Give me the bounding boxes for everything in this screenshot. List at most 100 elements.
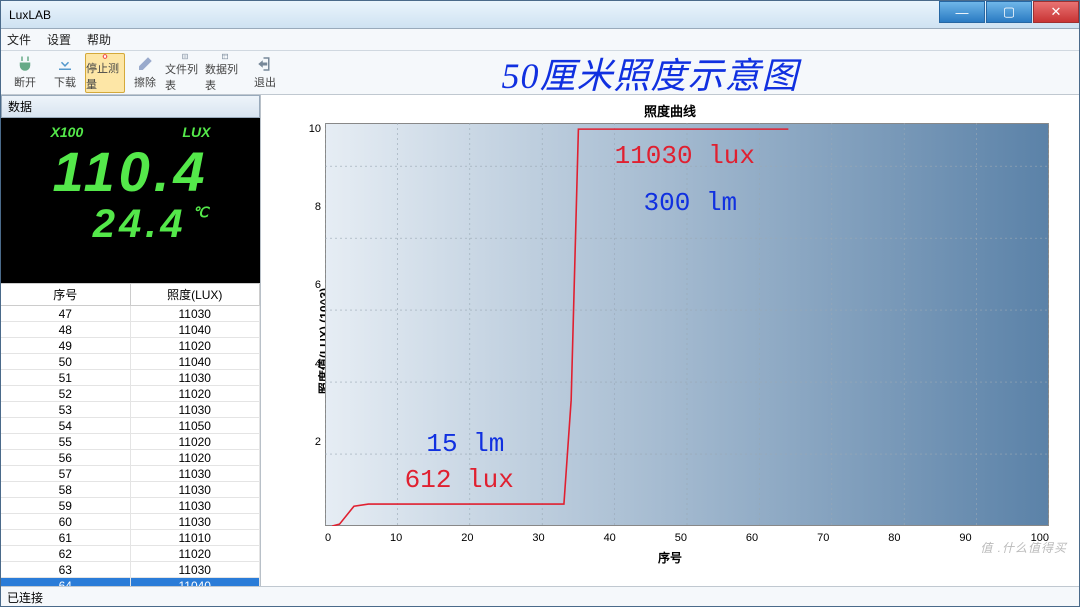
x-ticks: 0102030405060708090100 <box>325 532 1049 544</box>
cell-lux: 11040 <box>131 354 261 370</box>
cell-index: 54 <box>1 418 131 434</box>
col-index: 序号 <box>1 284 131 305</box>
cell-index: 63 <box>1 562 131 578</box>
download-icon <box>55 55 75 73</box>
cell-lux: 11030 <box>131 306 261 322</box>
filelist-icon <box>175 53 195 60</box>
cell-lux: 11020 <box>131 450 261 466</box>
cell-lux: 11020 <box>131 386 261 402</box>
col-lux: 照度(LUX) <box>131 284 261 305</box>
diagram-title: 50厘米照度示意图 <box>285 47 1075 99</box>
cell-index: 61 <box>1 530 131 546</box>
table-row[interactable]: 5311030 <box>1 402 260 418</box>
table-row[interactable]: 4911020 <box>1 338 260 354</box>
maximize-button[interactable]: ▢ <box>986 1 1032 23</box>
y-tick: 4 <box>297 358 321 370</box>
cell-lux: 11050 <box>131 418 261 434</box>
cell-lux: 11020 <box>131 434 261 450</box>
eraser-icon <box>135 55 155 73</box>
table-row[interactable]: 5411050 <box>1 418 260 434</box>
status-text: 已连接 <box>7 591 43 605</box>
table-row[interactable]: 4811040 <box>1 322 260 338</box>
plug-icon <box>15 55 35 73</box>
exit-button[interactable]: 退出 <box>245 53 285 93</box>
chart-title: 照度曲线 <box>261 95 1079 122</box>
titlebar[interactable]: LuxLAB — ▢ ✕ <box>1 1 1079 29</box>
datalist-icon <box>215 53 235 60</box>
table-row[interactable]: 5911030 <box>1 498 260 514</box>
chart-annotation: 11030 lux <box>615 141 755 171</box>
cell-lux: 11030 <box>131 562 261 578</box>
x-tick: 70 <box>817 532 829 544</box>
cell-lux: 11040 <box>131 578 261 586</box>
cell-index: 52 <box>1 386 131 402</box>
cell-lux: 11030 <box>131 466 261 482</box>
close-button[interactable]: ✕ <box>1033 1 1079 23</box>
table-row[interactable]: 4711030 <box>1 306 260 322</box>
table-row[interactable]: 6311030 <box>1 562 260 578</box>
x-tick: 40 <box>604 532 616 544</box>
chart-panel: 照度曲线 照度值(LUX) (10^3) 11030 lux300 lm15 l… <box>261 95 1079 586</box>
table-row[interactable]: 5011040 <box>1 354 260 370</box>
watermark: 值 .什么值得买 <box>980 539 1067 556</box>
cell-index: 58 <box>1 482 131 498</box>
table-row[interactable]: 5111030 <box>1 370 260 386</box>
cell-index: 50 <box>1 354 131 370</box>
filelist-button[interactable]: 文件列表 <box>165 53 205 93</box>
datalist-button[interactable]: 数据列表 <box>205 53 245 93</box>
y-tick: 2 <box>297 436 321 448</box>
app-window: LuxLAB — ▢ ✕ 文件 设置 帮助 断开 下载 停止测量 擦除 <box>0 0 1080 607</box>
cell-index: 57 <box>1 466 131 482</box>
x-tick: 90 <box>959 532 971 544</box>
lcd-main-value: 110.4 <box>53 144 209 200</box>
x-tick: 60 <box>746 532 758 544</box>
cell-index: 51 <box>1 370 131 386</box>
menu-settings[interactable]: 设置 <box>47 31 71 48</box>
lcd-unit-label: LUX <box>182 124 210 140</box>
lcd-temp-unit: ℃ <box>193 204 209 221</box>
erase-button[interactable]: 擦除 <box>125 53 165 93</box>
table-row[interactable]: 5211020 <box>1 386 260 402</box>
chart-annotation: 612 lux <box>405 465 514 495</box>
status-bar: 已连接 <box>1 586 1079 606</box>
x-axis-label: 序号 <box>261 549 1079 566</box>
body: 数据 X100 LUX 110.4 24.4 ℃ 序号 照度(LUX) 4711… <box>1 95 1079 586</box>
cell-lux: 11020 <box>131 338 261 354</box>
table-row[interactable]: 5711030 <box>1 466 260 482</box>
table-body[interactable]: 4711030481104049110205011040511103052110… <box>1 306 260 586</box>
x-tick: 0 <box>325 532 331 544</box>
table-row[interactable]: 5511020 <box>1 434 260 450</box>
table-row[interactable]: 5811030 <box>1 482 260 498</box>
table-row[interactable]: 6411040 <box>1 578 260 586</box>
table-row[interactable]: 6211020 <box>1 546 260 562</box>
x-tick: 20 <box>461 532 473 544</box>
x-tick: 10 <box>390 532 402 544</box>
x-tick: 50 <box>675 532 687 544</box>
lifebuoy-icon <box>95 54 115 59</box>
cell-index: 48 <box>1 322 131 338</box>
app-title: LuxLAB <box>5 8 51 22</box>
menu-file[interactable]: 文件 <box>7 31 31 48</box>
exit-icon <box>255 55 275 73</box>
menu-help[interactable]: 帮助 <box>87 31 111 48</box>
y-ticks: 108642 <box>297 123 321 526</box>
cell-lux: 11030 <box>131 498 261 514</box>
x-tick: 80 <box>888 532 900 544</box>
cell-index: 64 <box>1 578 131 586</box>
cell-lux: 11030 <box>131 370 261 386</box>
left-panel: 数据 X100 LUX 110.4 24.4 ℃ 序号 照度(LUX) 4711… <box>1 95 261 586</box>
minimize-button[interactable]: — <box>939 1 985 23</box>
stop-measure-button[interactable]: 停止测量 <box>85 53 125 93</box>
download-button[interactable]: 下载 <box>45 53 85 93</box>
table-header: 序号 照度(LUX) <box>1 284 260 306</box>
cell-index: 59 <box>1 498 131 514</box>
data-table: 序号 照度(LUX) 47110304811040491102050110405… <box>1 283 260 586</box>
cell-index: 47 <box>1 306 131 322</box>
table-row[interactable]: 6011030 <box>1 514 260 530</box>
table-row[interactable]: 6111010 <box>1 530 260 546</box>
disconnect-button[interactable]: 断开 <box>5 53 45 93</box>
chart-annotation: 15 lm <box>426 429 504 459</box>
table-row[interactable]: 5611020 <box>1 450 260 466</box>
cell-index: 62 <box>1 546 131 562</box>
cell-index: 49 <box>1 338 131 354</box>
